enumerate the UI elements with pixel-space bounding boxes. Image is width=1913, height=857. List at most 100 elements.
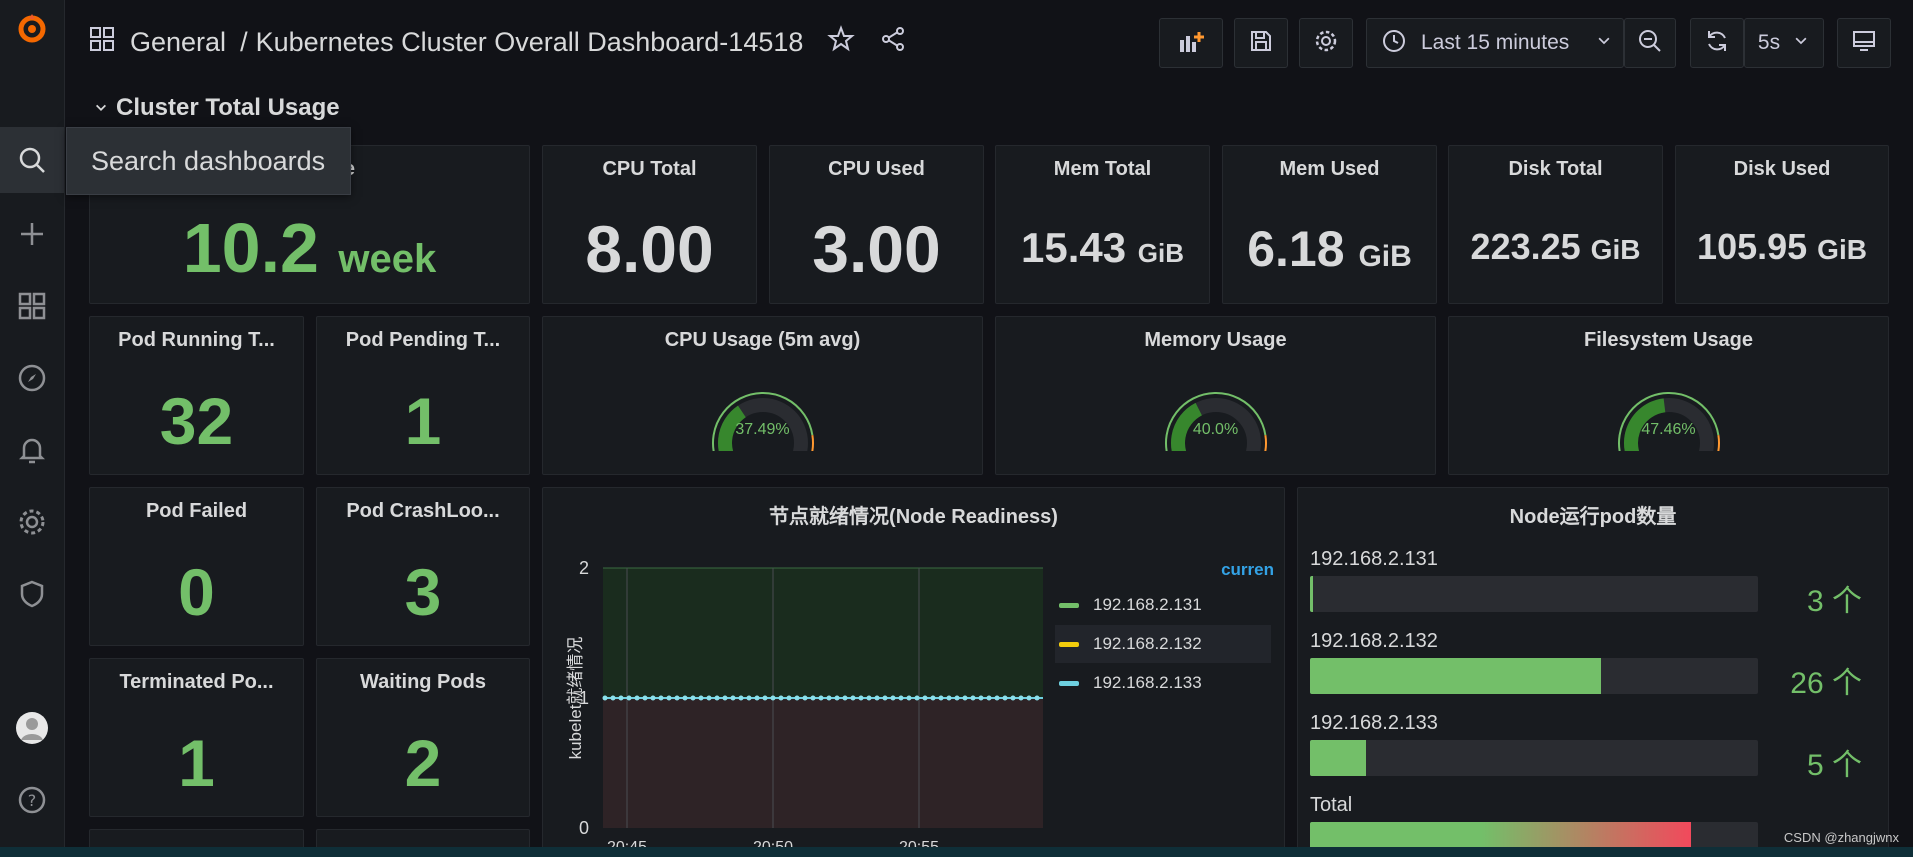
dashboards-icon[interactable]	[12, 286, 52, 326]
stat-value: 8.00	[585, 212, 714, 286]
series-point	[994, 695, 1000, 701]
svg-text:?: ?	[28, 791, 37, 810]
sidebar: ?	[0, 0, 65, 857]
pod-running-panel[interactable]: Pod Running T... 32	[89, 316, 304, 475]
add-panel-button[interactable]	[1159, 18, 1223, 68]
watermark: CSDN @zhangjwnx	[1783, 830, 1899, 845]
series-point	[762, 695, 768, 701]
search-icon[interactable]	[0, 127, 64, 193]
row-header[interactable]: Cluster Total Usage	[94, 94, 340, 122]
terminated-pods-panel[interactable]: Terminated Po... 1	[89, 658, 304, 817]
page-title[interactable]: Kubernetes Cluster Overall Dashboard-145…	[255, 26, 804, 57]
memory-gauge: 40.0%	[1161, 381, 1271, 474]
node-pod-count-panel[interactable]: Node运行pod数量 192.168.2.131 3 个 192.168.2.13…	[1297, 487, 1889, 857]
filesystem-usage-gauge-panel[interactable]: Filesystem Usage 47.46%	[1448, 316, 1889, 475]
chevron-down-icon	[1595, 32, 1613, 55]
stat-value: 3	[404, 555, 442, 629]
shield-icon[interactable]	[12, 574, 52, 614]
refresh-interval-picker[interactable]: 5s	[1744, 18, 1824, 68]
series-point	[706, 695, 712, 701]
disk-total-panel[interactable]: Disk Total 223.25 GiB	[1448, 145, 1663, 304]
dashboard-settings-button[interactable]	[1299, 18, 1353, 68]
y-axis-label: kubelet就绪情况	[566, 637, 585, 760]
series-point	[746, 695, 752, 701]
gear-icon[interactable]	[12, 502, 52, 542]
panel-title: Pod Pending T...	[345, 329, 501, 351]
mem-total-panel[interactable]: Mem Total 15.43 GiB	[995, 145, 1210, 304]
bar-fill	[1310, 658, 1602, 694]
plus-icon[interactable]	[12, 214, 52, 254]
series-point	[962, 695, 968, 701]
series-point	[714, 695, 720, 701]
cpu-total-panel[interactable]: CPU Total 8.00	[542, 145, 757, 304]
series-point	[930, 695, 936, 701]
bar-label: 192.168.2.131	[1310, 548, 1438, 570]
node-readiness-chart[interactable]: 01220:4520:5020:55kubelet就绪情况	[553, 538, 1053, 857]
panel-title: CPU Usage (5m avg)	[664, 329, 861, 351]
help-icon[interactable]: ?	[12, 780, 52, 820]
share-icon[interactable]	[879, 25, 907, 60]
series-point	[826, 695, 832, 701]
series-point	[698, 695, 704, 701]
legend-item[interactable]: 192.168.2.131	[1055, 586, 1271, 624]
panel-title: Waiting Pods	[360, 671, 486, 693]
panel-title: CPU Used	[828, 158, 925, 180]
legend-item[interactable]: 192.168.2.132	[1055, 625, 1271, 663]
bottom-scrollbar[interactable]	[0, 847, 1913, 857]
pod-crashloop-panel[interactable]: Pod CrashLoo... 3	[316, 487, 530, 646]
save-dashboard-button[interactable]	[1234, 18, 1288, 68]
bar-value: 3 个	[1806, 585, 1862, 618]
series-point	[850, 695, 856, 701]
grafana-logo-icon[interactable]	[12, 8, 52, 48]
y-tick-label: 0	[579, 818, 589, 838]
waiting-pods-panel[interactable]: Waiting Pods 2	[316, 658, 530, 817]
panel-title: Memory Usage	[1144, 329, 1287, 351]
cpu-used-panel[interactable]: CPU Used 3.00	[769, 145, 984, 304]
series-point	[1034, 695, 1040, 701]
series-point	[866, 695, 872, 701]
bar-label: 192.168.2.133	[1310, 712, 1438, 734]
tv-mode-button[interactable]	[1837, 18, 1891, 68]
pod-pending-panel[interactable]: Pod Pending T... 1	[316, 316, 530, 475]
cpu-usage-gauge-panel[interactable]: CPU Usage (5m avg) 37.49%	[542, 316, 983, 475]
disk-used-panel[interactable]: Disk Used 105.95 GiB	[1675, 145, 1889, 304]
monitor-icon	[1851, 28, 1877, 59]
threshold-band-ok	[603, 568, 1043, 698]
legend-item[interactable]: 192.168.2.133	[1055, 664, 1271, 702]
series-point	[970, 695, 976, 701]
panel-title: Mem Used	[1279, 158, 1380, 180]
bar-value: 26 个	[1790, 667, 1862, 700]
stat-value: 10.2 week	[182, 209, 437, 287]
panel-title: 节点就绪情况(Node Readiness)	[769, 506, 1058, 528]
series-point	[666, 695, 672, 701]
alerting-icon[interactable]	[12, 430, 52, 470]
chevron-down-icon	[94, 94, 108, 122]
node-readiness-panel[interactable]: 节点就绪情况(Node Readiness) 01220:4520:5020:5…	[542, 487, 1285, 857]
star-icon[interactable]	[827, 24, 856, 60]
cpu-gauge: 37.49%	[708, 381, 818, 474]
refresh-button[interactable]	[1690, 18, 1744, 68]
series-point	[626, 695, 632, 701]
series-point	[922, 695, 928, 701]
stat-value: 2	[404, 726, 442, 800]
pod-failed-panel[interactable]: Pod Failed 0	[89, 487, 304, 646]
stat-value: 223.25 GiB	[1470, 226, 1641, 267]
legend-swatch	[1059, 602, 1079, 608]
panel-title: Pod Failed	[145, 500, 248, 522]
stat-value: 32	[159, 384, 234, 458]
time-picker-button[interactable]: Last 15 minutes	[1366, 18, 1624, 68]
panel-title: Disk Used	[1733, 158, 1831, 180]
series-point	[754, 695, 760, 701]
memory-usage-gauge-panel[interactable]: Memory Usage 40.0%	[995, 316, 1436, 475]
zoom-out-button[interactable]	[1624, 18, 1676, 68]
explore-icon[interactable]	[12, 358, 52, 398]
mem-used-panel[interactable]: Mem Used 6.18 GiB	[1222, 145, 1437, 304]
folder-link[interactable]: General	[130, 26, 227, 57]
legend-current-header[interactable]: curren	[1221, 560, 1274, 579]
gauge-value: 40.0%	[1192, 421, 1239, 438]
breadcrumb: General / Kubernetes Cluster Overall Das…	[88, 22, 907, 62]
search-tooltip: Search dashboards	[66, 127, 351, 195]
series-point	[1002, 695, 1008, 701]
bar-label: 192.168.2.132	[1310, 630, 1438, 652]
avatar[interactable]	[12, 708, 52, 748]
